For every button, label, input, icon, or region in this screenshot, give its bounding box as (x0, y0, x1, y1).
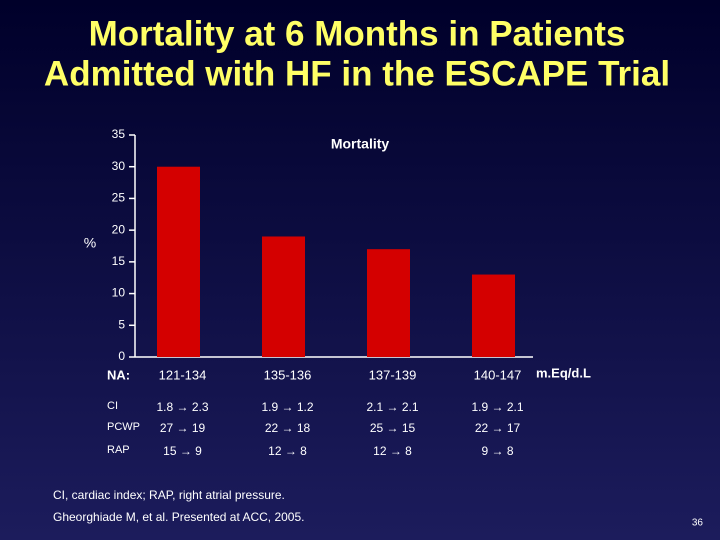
table-cell: 1.9 → 2.1 (471, 400, 523, 414)
table-cell: 12 → 8 (373, 444, 412, 458)
table-cell: 9 → 8 (481, 444, 513, 458)
legend-label: Mortality (331, 136, 390, 152)
table-cell: 25 → 15 (370, 421, 416, 435)
x-axis-label: NA: (107, 367, 130, 382)
x-tick-label: 140-147 (474, 367, 522, 382)
x-tick-label: 121-134 (159, 367, 207, 382)
bar (472, 274, 515, 357)
row-label: PCWP (107, 421, 140, 433)
page-number: 36 (692, 518, 704, 529)
y-tick-label: 0 (118, 349, 125, 363)
table-cell: 12 → 8 (268, 444, 307, 458)
table-cell: 1.9 → 1.2 (261, 400, 313, 414)
y-tick-label: 25 (112, 191, 126, 205)
table-cell: 15 → 9 (163, 444, 202, 458)
table-cell: 22 → 18 (265, 421, 311, 435)
row-label: RAP (107, 444, 130, 456)
title-line: Admitted with HF in the ESCAPE Trial (44, 54, 670, 93)
x-tick-label: 137-139 (369, 367, 417, 382)
y-axis-label: % (84, 235, 96, 251)
bar (367, 249, 410, 357)
source: Gheorghiade M, et al. Presented at ACC, … (53, 510, 304, 524)
footnote: CI, cardiac index; RAP, right atrial pre… (53, 488, 285, 502)
y-tick-label: 10 (112, 286, 126, 300)
table-cell: 2.1 → 2.1 (366, 400, 418, 414)
x-tick-label: 135-136 (264, 367, 312, 382)
y-tick-label: 5 (118, 317, 125, 331)
y-tick-label: 30 (112, 159, 126, 173)
title-line: Mortality at 6 Months in Patients (89, 14, 626, 53)
table-cell: 1.8 → 2.3 (156, 400, 208, 414)
table-cell: 22 → 17 (475, 421, 521, 435)
x-unit: m.Eq/d.L (536, 365, 591, 380)
bar (262, 236, 305, 357)
y-tick-label: 15 (112, 254, 126, 268)
table-cell: 27 → 19 (160, 421, 206, 435)
y-tick-label: 20 (112, 222, 126, 236)
bar (157, 166, 200, 357)
row-label: CI (107, 400, 118, 412)
y-tick-label: 35 (112, 127, 126, 141)
